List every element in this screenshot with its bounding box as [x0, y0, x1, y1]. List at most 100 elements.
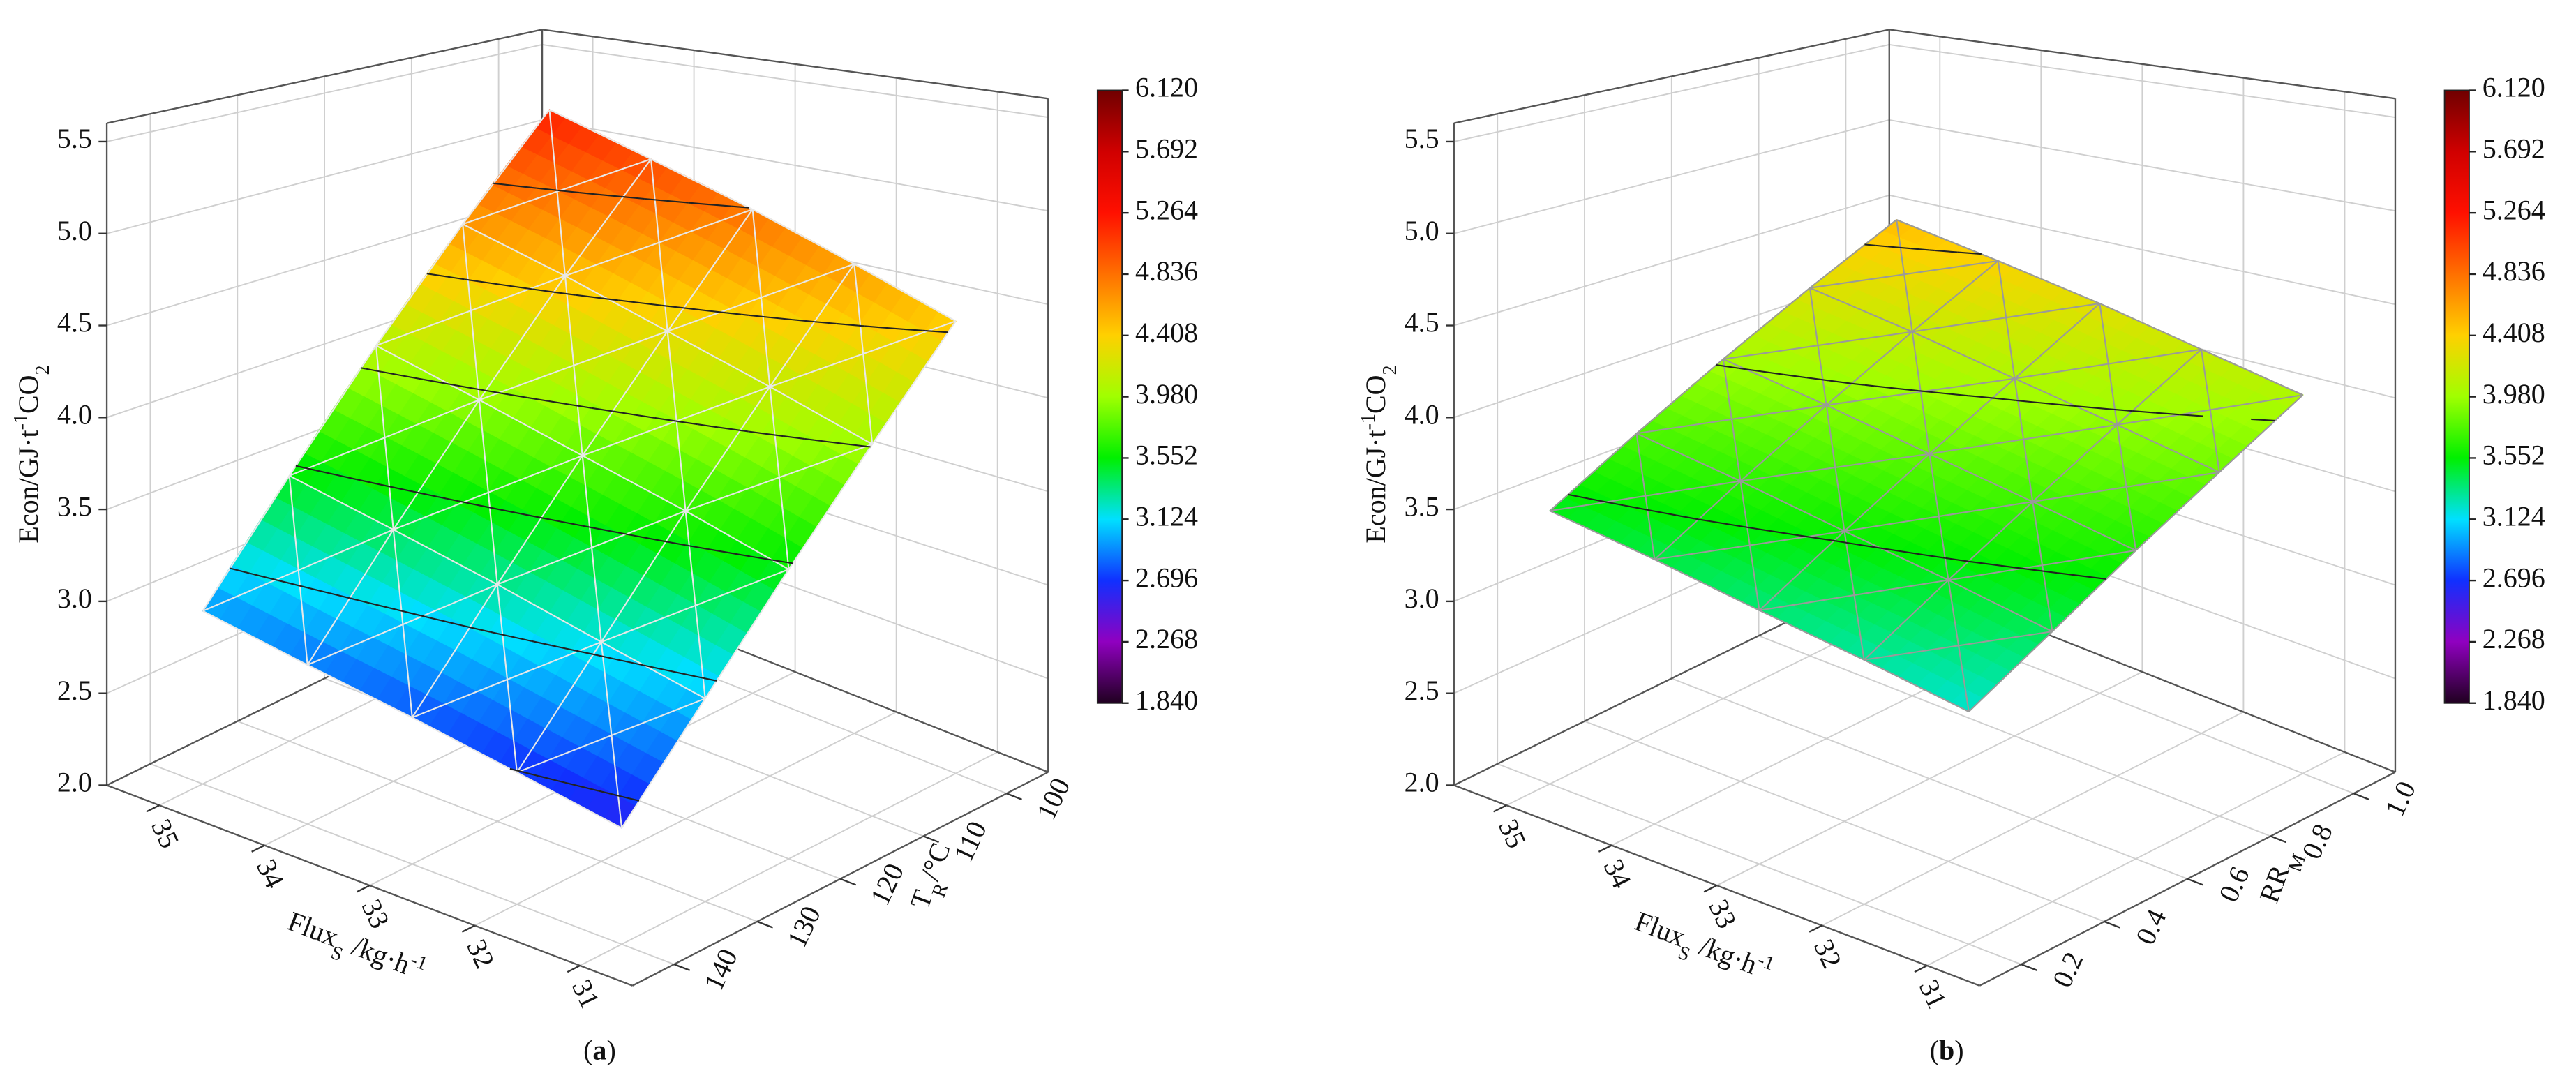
- x-tick-label: 32: [1808, 934, 1848, 973]
- contour-line: [1875, 244, 1888, 248]
- contour-line: [1818, 537, 1834, 542]
- contour-line: [661, 304, 675, 308]
- contour-line: [2023, 400, 2039, 404]
- contour-line: [1738, 367, 1746, 370]
- mesh-line: [2014, 378, 2034, 502]
- mesh-line: [1844, 501, 2033, 532]
- surface: [1549, 219, 2304, 712]
- mesh-line: [1758, 530, 1845, 611]
- contour-line: [1945, 392, 1969, 397]
- contour-line: [426, 273, 449, 278]
- contour-line: [688, 202, 710, 206]
- contour-line: [804, 320, 815, 323]
- contour-line: [848, 443, 871, 448]
- contour-line: [804, 438, 815, 441]
- y-tick: [2353, 793, 2369, 800]
- mesh-line: [600, 510, 687, 643]
- contour-line: [245, 571, 250, 574]
- contour-line: [1921, 390, 1945, 395]
- contour-line: [2060, 572, 2083, 577]
- mesh-line: [1739, 404, 1827, 482]
- mesh-line: [581, 455, 602, 643]
- x-tick: [1914, 964, 1928, 973]
- y-tick-label: 0.4: [2129, 904, 2173, 949]
- mesh-line: [2135, 472, 2220, 551]
- contour-line: [864, 325, 881, 329]
- contour-line: [1968, 560, 1992, 566]
- contour-line: [1783, 373, 1806, 379]
- contour-line: [1746, 368, 1762, 373]
- contour-line: [1874, 385, 1899, 390]
- box-edge: [631, 771, 1049, 987]
- contour-line: [644, 664, 655, 669]
- contour-line: [402, 375, 424, 380]
- label-part: CO: [13, 375, 44, 414]
- y-tick-label: 130: [781, 901, 827, 952]
- contour-line: [1910, 248, 1930, 251]
- label-part: -1: [10, 414, 32, 430]
- surface: [202, 109, 957, 829]
- mesh-line: [1826, 377, 2015, 406]
- contour-line: [249, 572, 270, 579]
- mesh-line: [871, 320, 957, 445]
- mesh-line: [392, 399, 480, 530]
- contour-line: [705, 309, 727, 314]
- contour-line: [2062, 404, 2076, 407]
- mesh-line: [462, 223, 566, 277]
- y-tick: [839, 878, 856, 886]
- grid-line: [1497, 763, 2022, 965]
- label-part: /kg·h: [1688, 927, 1761, 980]
- y-tick: [923, 835, 939, 844]
- contour-line: [329, 592, 350, 599]
- contour-line: [381, 370, 403, 377]
- contour-line: [731, 205, 749, 209]
- contour-line: [696, 675, 717, 682]
- mesh-line: [548, 110, 567, 276]
- contour-line: [556, 645, 573, 651]
- z-axis-title: Econ/GJ·t-1CO2: [10, 365, 54, 543]
- contour-line: [229, 567, 246, 574]
- mesh-line: [2116, 423, 2220, 473]
- contour-line: [740, 429, 749, 433]
- contour-line: [532, 288, 539, 291]
- contour-line: [633, 414, 655, 419]
- colorbar-tick-label: 3.552: [1135, 440, 1198, 471]
- mesh-line: [2116, 394, 2303, 426]
- contour-line: [336, 474, 352, 479]
- mesh-line: [1912, 260, 1999, 333]
- contour-line: [537, 775, 559, 782]
- mesh-line: [412, 717, 518, 774]
- contour-line: [1864, 243, 1876, 246]
- mesh-line: [564, 276, 583, 456]
- contour-line: [447, 276, 465, 280]
- label-part: a: [592, 1035, 606, 1066]
- contour-line: [1923, 554, 1943, 559]
- mesh-line: [582, 455, 687, 512]
- contour-line: [1567, 493, 1590, 500]
- contour-line: [2155, 412, 2178, 416]
- contour-line: [561, 520, 583, 527]
- mesh-line: [1740, 480, 1845, 532]
- box-edge: [541, 29, 1049, 100]
- label-part: ): [1954, 1035, 1963, 1066]
- contour-line: [748, 430, 762, 435]
- contour-line: [557, 780, 579, 787]
- y-tick: [2021, 964, 2037, 971]
- contour-line: [761, 432, 784, 437]
- contour-line: [557, 189, 580, 194]
- mesh-line: [1654, 558, 1760, 611]
- contour-line: [2127, 410, 2133, 412]
- contour-line: [1676, 514, 1695, 520]
- contour-line: [529, 397, 549, 403]
- contour-line: [1610, 502, 1624, 507]
- contour-line: [710, 204, 732, 207]
- contour-line: [826, 440, 849, 445]
- contour-line: [783, 435, 805, 440]
- mesh-line: [497, 583, 602, 643]
- label-part: ): [606, 1035, 615, 1066]
- contour-line: [622, 196, 645, 200]
- colorbar-tick-label: 2.268: [1135, 623, 1198, 654]
- mesh-line: [667, 330, 770, 388]
- z-tick-label: 5.5: [57, 123, 92, 154]
- panel: 2.0 2.5 3.0 3.5 4.0 4.5 5.0 5.5 31 32 33 34 35 100 110…: [10, 29, 1198, 1066]
